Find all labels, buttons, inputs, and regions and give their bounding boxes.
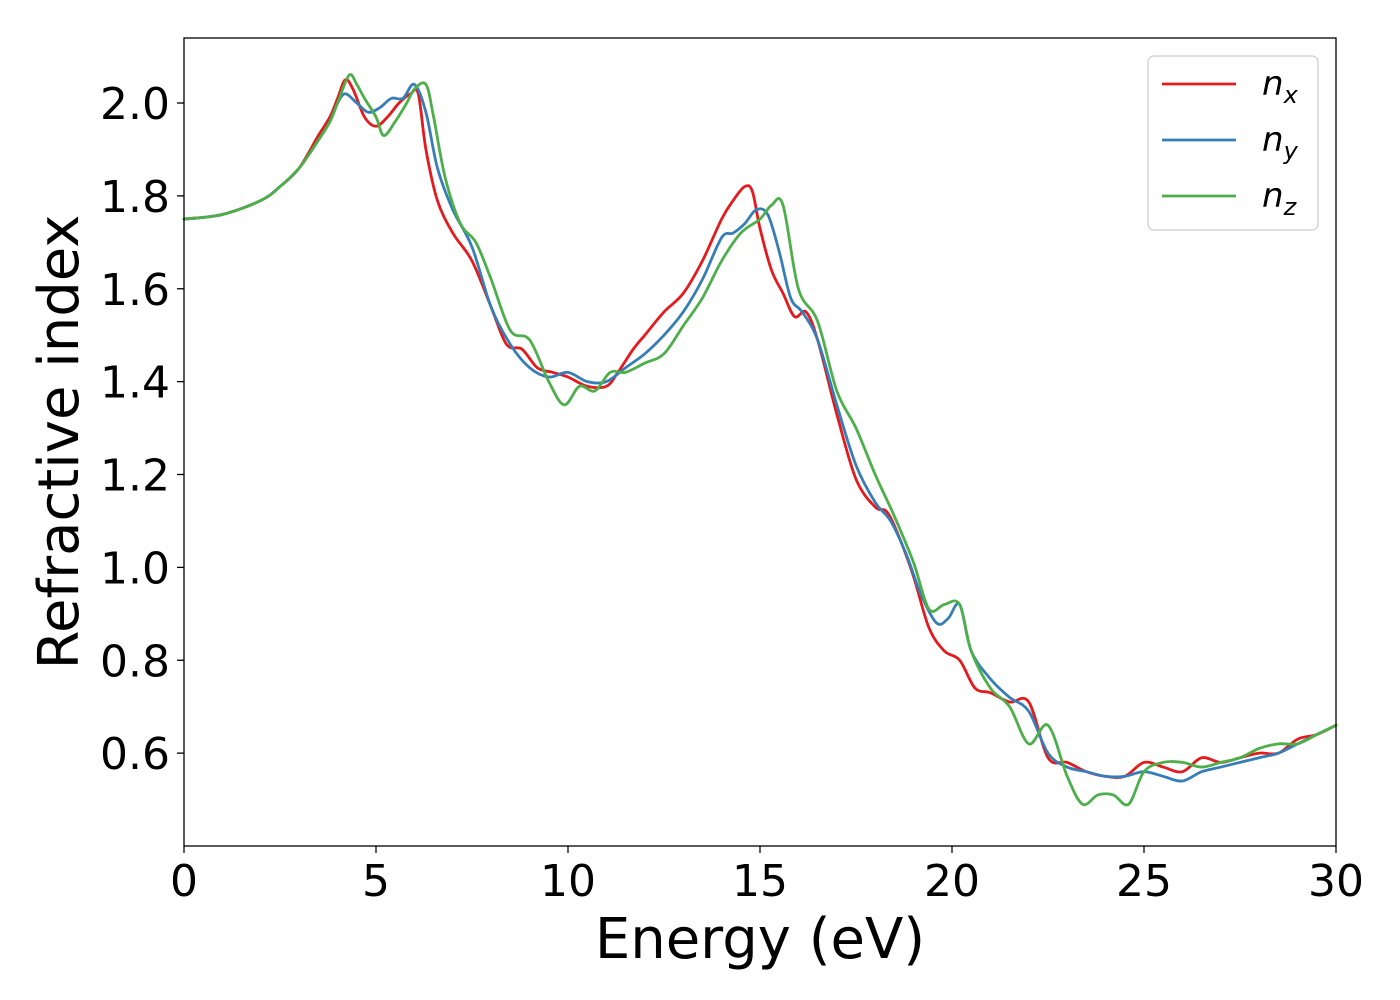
legend-frame bbox=[1147, 55, 1319, 231]
legend-label-base: n bbox=[1262, 176, 1284, 216]
legend-label-y: ny bbox=[1262, 120, 1299, 165]
legend-label-x: nx bbox=[1262, 64, 1299, 109]
y-tick-label: 1.8 bbox=[100, 172, 170, 223]
y-axis: 0.6 0.8 1.0 1.2 1.4 1.6 1.8 2.0 bbox=[100, 79, 184, 780]
series-line-y bbox=[182, 82, 1338, 783]
y-tick-label: 1.6 bbox=[100, 265, 170, 316]
x-tick-label: 5 bbox=[362, 856, 390, 907]
y-tick-label: 1.2 bbox=[100, 451, 170, 502]
x-tick-label: 0 bbox=[170, 856, 198, 907]
y-tick-label: 1.0 bbox=[100, 543, 170, 594]
y-tick-label: 2.0 bbox=[100, 79, 170, 130]
legend-label-base: n bbox=[1262, 64, 1284, 104]
x-tick-label: 25 bbox=[1116, 856, 1172, 907]
x-tick-label: 30 bbox=[1308, 856, 1364, 907]
x-axis: 0 5 10 15 20 25 30 bbox=[170, 846, 1364, 907]
series-line-z bbox=[182, 73, 1338, 807]
x-tick-label: 15 bbox=[732, 856, 788, 907]
y-axis-label: Refractive index bbox=[27, 215, 92, 670]
legend-label-subscript: x bbox=[1283, 81, 1299, 109]
x-axis-label: Energy (eV) bbox=[595, 907, 925, 972]
y-tick-label: 0.8 bbox=[100, 636, 170, 687]
x-tick-label: 20 bbox=[924, 856, 980, 907]
x-tick-label: 10 bbox=[540, 856, 596, 907]
legend-label-base: n bbox=[1262, 120, 1284, 160]
y-tick-label: 0.6 bbox=[100, 729, 170, 780]
series-layer bbox=[182, 73, 1338, 807]
legend-label-subscript: z bbox=[1283, 193, 1298, 221]
legend-label-subscript: y bbox=[1283, 137, 1299, 165]
y-tick-label: 1.4 bbox=[100, 358, 170, 409]
legend-label-z: nz bbox=[1262, 176, 1298, 221]
